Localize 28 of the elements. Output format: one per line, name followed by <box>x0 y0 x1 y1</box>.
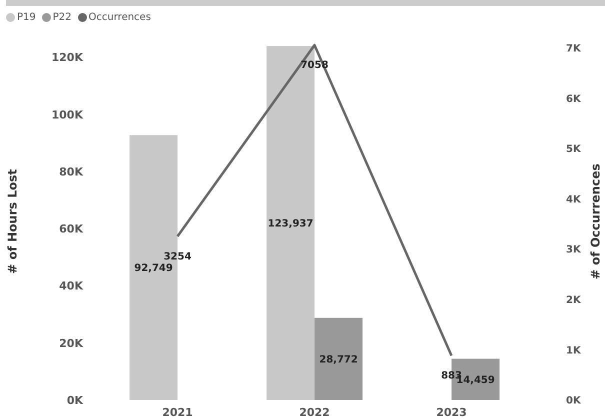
y2-tick-label: 5K <box>566 144 582 156</box>
data-label: 3254 <box>164 251 192 262</box>
y2-tick-label: 0K <box>566 396 582 407</box>
y2-axis-title: # of Occurrences <box>588 164 602 280</box>
x-tick-label: 2022 <box>299 406 330 419</box>
x-tick-label: 2023 <box>436 406 467 419</box>
y-tick-label: 80K <box>59 165 84 178</box>
y-tick-label: 60K <box>59 222 84 236</box>
y-tick-label: 40K <box>59 280 84 293</box>
y-axis-title: # of Hours Lost <box>5 168 20 274</box>
y-tick-label: 0K <box>66 394 84 407</box>
data-label: 123,937 <box>268 218 314 230</box>
legend-label: P19 <box>16 12 36 23</box>
y2-tick-label: 1K <box>566 345 582 356</box>
y-tick-label: 120K <box>52 51 84 64</box>
bar <box>314 318 363 400</box>
legend-label: Occurrences <box>88 12 151 23</box>
y-tick-label: 100K <box>52 108 84 122</box>
data-label: 92,749 <box>134 263 173 274</box>
y2-tick-label: 4K <box>566 194 582 206</box>
y2-tick-label: 7K <box>566 44 582 55</box>
data-label: 28,772 <box>319 354 358 366</box>
y-tick-label: 20K <box>59 336 84 350</box>
x-tick-label: 2021 <box>162 406 193 419</box>
legend-label: P22 <box>52 12 72 23</box>
y2-tick-label: 2K <box>566 294 582 306</box>
y2-tick-label: 6K <box>566 94 582 105</box>
y2-tick-label: 3K <box>566 244 582 256</box>
